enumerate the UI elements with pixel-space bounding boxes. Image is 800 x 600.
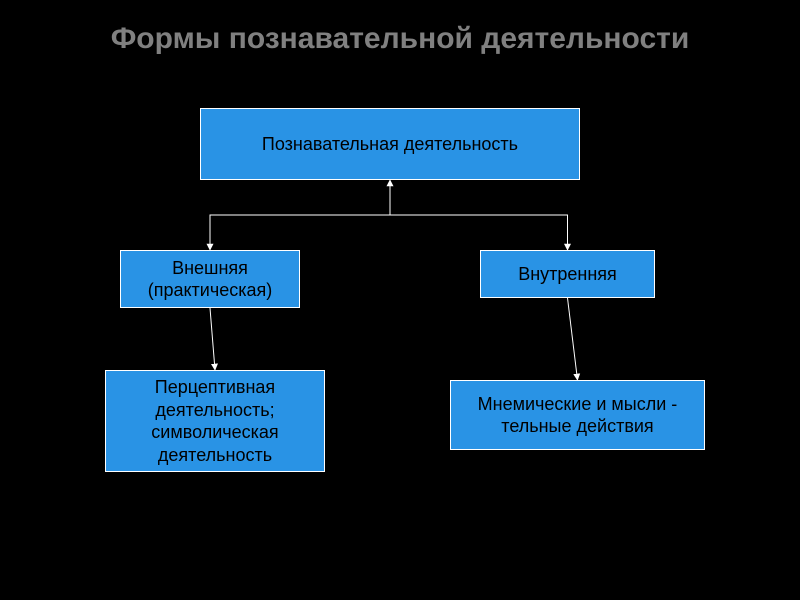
node-left1: Внешняя(практическая) [120, 250, 300, 308]
node-left1-label: Внешняя(практическая) [148, 257, 273, 302]
node-left2-label: Перцептивнаядеятельность;символическаяде… [151, 376, 278, 466]
node-right1-label: Внутренняя [518, 263, 617, 286]
slide-title: Формы познавательной деятельности [0, 22, 800, 56]
node-left2: Перцептивнаядеятельность;символическаяде… [105, 370, 325, 472]
node-root-label: Познавательная деятельность [262, 133, 518, 156]
node-right2: Мнемические и мысли -тельные действия [450, 380, 705, 450]
node-right1: Внутренняя [480, 250, 655, 298]
node-root: Познавательная деятельность [200, 108, 580, 180]
node-right2-label: Мнемические и мысли -тельные действия [478, 393, 678, 438]
